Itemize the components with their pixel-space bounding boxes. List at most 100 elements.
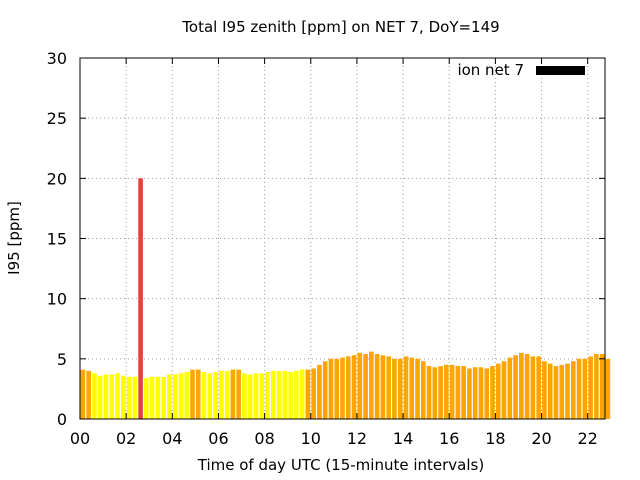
x-tick-label: 00	[70, 429, 90, 448]
bar	[570, 361, 576, 419]
bar	[161, 376, 166, 419]
x-tick-label: 18	[485, 429, 505, 448]
bar	[184, 372, 190, 419]
x-tick-label: 12	[347, 429, 367, 448]
bar	[97, 375, 103, 419]
x-tick-label: 16	[439, 429, 459, 448]
bar	[282, 370, 288, 419]
bar	[328, 358, 334, 419]
legend-swatch	[536, 66, 585, 75]
bar	[363, 354, 368, 419]
x-tick-label: 14	[393, 429, 413, 448]
bar	[380, 355, 386, 419]
x-tick-label: 22	[578, 429, 598, 448]
bar-series	[80, 178, 611, 419]
bar	[132, 376, 138, 419]
bar	[467, 368, 472, 419]
y-tick-label: 5	[57, 350, 67, 369]
bar	[455, 366, 461, 419]
bar	[444, 364, 449, 419]
bar	[530, 356, 536, 419]
legend-label: ion net 7	[457, 61, 524, 79]
bar	[224, 370, 230, 419]
bar	[276, 370, 282, 419]
bar	[565, 363, 570, 419]
bar	[138, 178, 143, 419]
bar	[374, 354, 380, 419]
bar	[490, 366, 495, 419]
y-tick-label: 20	[47, 169, 67, 188]
bar	[126, 376, 132, 419]
bar	[536, 356, 541, 419]
bar	[397, 358, 403, 419]
bar	[270, 370, 276, 419]
grid-lines	[80, 58, 605, 419]
bar	[149, 376, 155, 419]
x-tick-label: 10	[301, 429, 321, 448]
bar	[317, 364, 322, 419]
bar	[472, 367, 478, 419]
bar	[242, 373, 247, 419]
bar	[115, 373, 120, 419]
x-tick-label: 04	[162, 429, 182, 448]
bar	[369, 351, 374, 419]
bar	[501, 361, 507, 419]
bar	[484, 368, 490, 419]
bar	[403, 356, 409, 419]
bar	[103, 374, 109, 419]
bar	[357, 352, 363, 419]
bar	[236, 369, 241, 419]
bar	[605, 358, 611, 419]
bar	[594, 354, 599, 419]
bar	[322, 361, 328, 419]
bar	[190, 369, 195, 419]
bar	[420, 361, 426, 419]
bar	[219, 370, 224, 419]
bar	[178, 373, 184, 419]
y-axis-label: I95 [ppm]	[5, 201, 23, 275]
bar	[599, 354, 605, 419]
bar	[415, 358, 420, 419]
chart-title: Total I95 zenith [ppm] on NET 7, DoY=149	[181, 18, 499, 36]
bar	[207, 373, 213, 419]
x-axis-label: Time of day UTC (15-minute intervals)	[197, 456, 484, 474]
x-axis-tick-labels: 00 02 04 06 08 10 12 14 16 18 20 22	[70, 429, 598, 448]
bar	[155, 376, 161, 419]
bar	[426, 366, 432, 419]
bar	[311, 368, 316, 419]
bar	[392, 358, 397, 419]
bar	[294, 370, 299, 419]
bar	[542, 361, 547, 419]
bar	[478, 367, 484, 419]
x-tick-label: 02	[116, 429, 136, 448]
bar	[213, 372, 218, 419]
bar	[120, 375, 126, 419]
legend: ion net 7	[457, 61, 585, 79]
bar	[253, 373, 259, 419]
bar	[259, 373, 265, 419]
bar	[409, 357, 415, 419]
bar	[449, 364, 455, 419]
bar	[547, 363, 553, 419]
bar	[576, 358, 582, 419]
bar	[495, 363, 501, 419]
y-tick-label: 0	[57, 410, 67, 429]
bar	[86, 370, 91, 419]
bar	[524, 354, 530, 419]
x-tick-label: 20	[531, 429, 551, 448]
bar	[553, 366, 559, 419]
y-tick-label: 30	[47, 49, 67, 68]
bar	[92, 373, 97, 419]
axis-ticks	[79, 57, 605, 420]
bar	[80, 369, 86, 419]
bar	[351, 355, 357, 419]
bar	[432, 367, 438, 419]
bar	[201, 372, 207, 419]
y-tick-label: 15	[47, 230, 67, 249]
bar	[230, 369, 236, 419]
bar	[438, 366, 443, 419]
bar	[340, 357, 345, 419]
y-tick-label: 10	[47, 290, 67, 309]
bar	[461, 366, 466, 419]
